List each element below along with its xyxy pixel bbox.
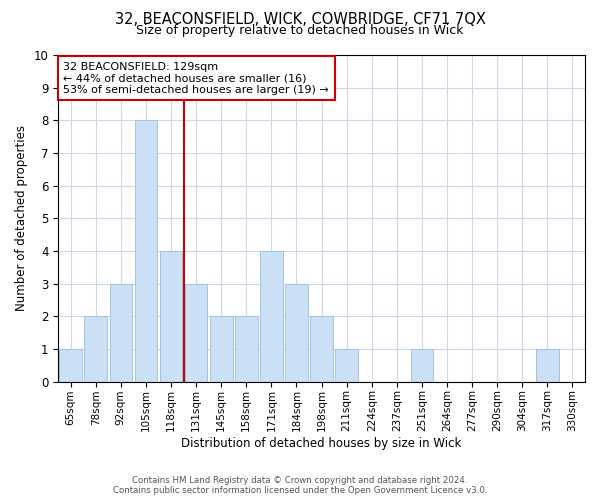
Bar [285,284,308,382]
Bar [260,251,283,382]
Y-axis label: Number of detached properties: Number of detached properties [15,126,28,312]
Bar [160,251,182,382]
Bar [134,120,157,382]
Bar [235,316,257,382]
Bar [59,349,82,382]
X-axis label: Distribution of detached houses by size in Wick: Distribution of detached houses by size … [181,437,462,450]
Bar [335,349,358,382]
Text: Contains HM Land Registry data © Crown copyright and database right 2024.
Contai: Contains HM Land Registry data © Crown c… [113,476,487,495]
Bar [410,349,433,382]
Bar [310,316,333,382]
Text: 32, BEACONSFIELD, WICK, COWBRIDGE, CF71 7QX: 32, BEACONSFIELD, WICK, COWBRIDGE, CF71 … [115,12,485,28]
Bar [85,316,107,382]
Bar [110,284,132,382]
Bar [536,349,559,382]
Text: Size of property relative to detached houses in Wick: Size of property relative to detached ho… [136,24,464,37]
Bar [210,316,233,382]
Bar [185,284,208,382]
Text: 32 BEACONSFIELD: 129sqm
← 44% of detached houses are smaller (16)
53% of semi-de: 32 BEACONSFIELD: 129sqm ← 44% of detache… [64,62,329,94]
